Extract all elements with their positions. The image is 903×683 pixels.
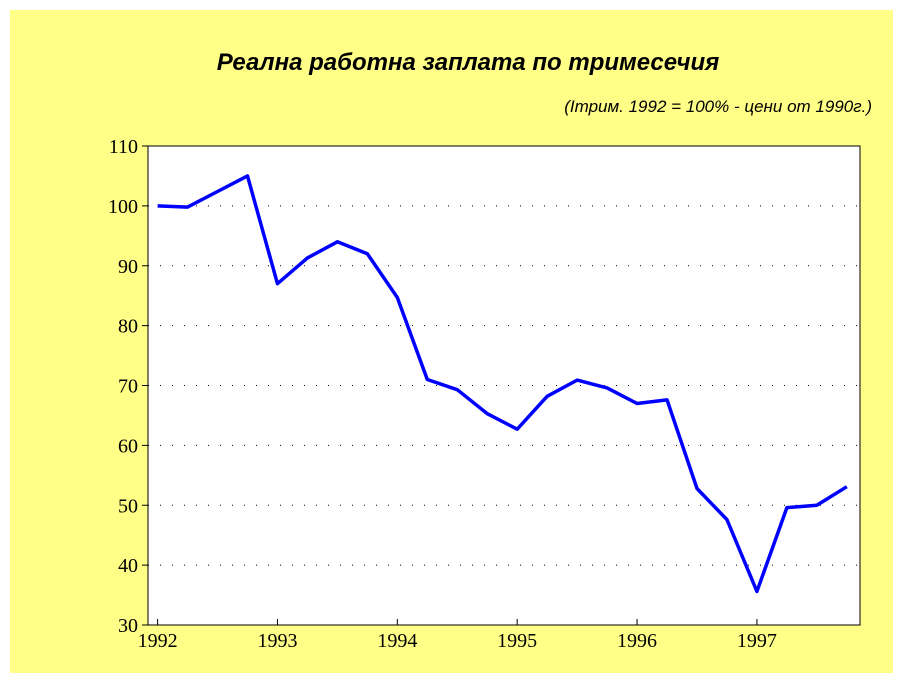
y-tick-label: 40 — [118, 555, 138, 577]
y-tick-label: 100 — [108, 196, 138, 218]
y-tick-label: 30 — [118, 615, 138, 637]
y-tick-label: 80 — [118, 316, 138, 338]
y-tick-label: 50 — [118, 495, 138, 517]
x-tick-label: 1993 — [257, 630, 297, 652]
chart-subtitle: (Iтрим. 1992 = 100% - цени от 1990г.) — [564, 97, 872, 116]
y-tick-label: 110 — [109, 136, 138, 158]
chart-title: Реална работна заплата по тримесечия — [217, 49, 720, 76]
plot-area — [148, 146, 860, 625]
y-tick-label: 90 — [118, 256, 138, 278]
y-tick-label: 70 — [118, 376, 138, 398]
data-line — [157, 174, 848, 594]
x-tick-label: 1996 — [617, 630, 657, 652]
y-tick-label: 60 — [118, 435, 138, 457]
x-tick-label: 1995 — [497, 630, 537, 652]
x-tick-label: 1997 — [737, 630, 777, 652]
x-tick-label: 1992 — [138, 630, 178, 652]
plot-frame — [147, 145, 861, 626]
x-tick-label: 1994 — [377, 630, 417, 652]
